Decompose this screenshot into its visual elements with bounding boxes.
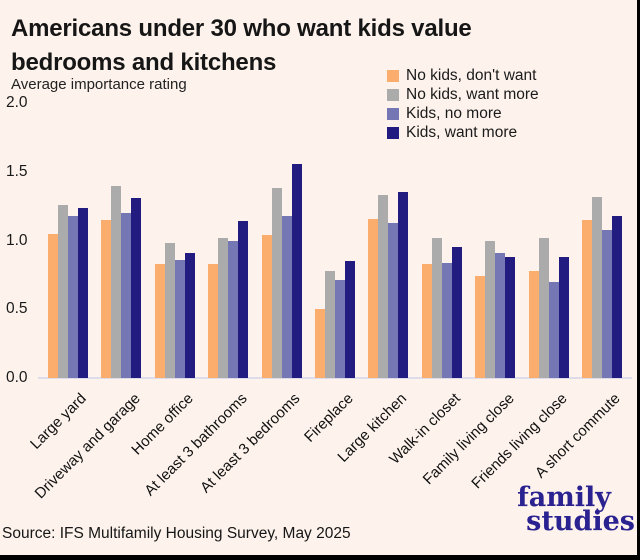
bar <box>164 243 175 379</box>
bar <box>421 263 432 378</box>
bar <box>345 261 355 378</box>
bar <box>558 257 569 378</box>
bar <box>131 197 142 378</box>
legend-item: No kids, want more <box>387 86 539 103</box>
bar <box>121 213 132 378</box>
x-axis-category-label: At least 3 bathrooms <box>140 390 251 500</box>
legend-item: Kids, want more <box>387 124 539 141</box>
x-axis-line <box>38 377 632 379</box>
bar <box>528 270 539 379</box>
y-axis-tick-label: 1.0 <box>6 231 28 249</box>
legend-swatch-icon <box>387 89 399 101</box>
bar <box>335 280 345 378</box>
bar <box>291 163 302 378</box>
bar <box>111 185 122 378</box>
bar <box>368 218 379 378</box>
bar <box>208 263 219 378</box>
bar <box>475 276 486 379</box>
y-axis-title: Average importance rating <box>11 76 187 93</box>
bar <box>582 219 592 378</box>
bar <box>315 309 325 379</box>
bar <box>78 207 88 378</box>
y-axis-tick-label: 0.0 <box>6 369 28 386</box>
bar <box>101 219 112 378</box>
bar <box>228 240 239 378</box>
bar <box>218 237 229 379</box>
bar <box>58 204 68 379</box>
bar <box>538 237 549 379</box>
logo-line2: studies <box>526 506 635 537</box>
chart-title-line2: bedrooms and kitchens <box>11 49 277 76</box>
logo-line1: family <box>517 482 611 513</box>
bar <box>154 263 165 378</box>
bar <box>378 195 389 378</box>
legend-label: No kids, don't want <box>406 67 537 84</box>
bar <box>388 222 399 378</box>
bar <box>431 237 442 379</box>
legend-swatch-icon <box>387 108 399 120</box>
screenshot-right-edge <box>637 0 640 560</box>
chart-title-line1: Americans under 30 who want kids value <box>11 15 472 42</box>
screenshot-bottom-edge <box>0 555 640 560</box>
legend: No kids, don't want No kids, want more K… <box>387 67 539 144</box>
source-note: Source: IFS Multifamily Housing Survey, … <box>2 525 351 542</box>
bar <box>505 257 516 378</box>
y-axis-tick-label: 1.5 <box>6 162 28 180</box>
bar <box>68 215 78 379</box>
bar <box>325 270 335 379</box>
x-axis-category-label: At least 3 bedrooms <box>197 390 304 497</box>
bar <box>261 235 272 378</box>
x-axis-category-label: Family living close <box>419 390 518 489</box>
y-axis-tick-label: 2.0 <box>6 94 28 111</box>
bar <box>184 252 195 378</box>
bar <box>485 240 496 378</box>
x-axis-category-label: Driveway and garage <box>31 390 144 503</box>
chart-title: Americans under 30 who want kids value b… <box>11 12 472 80</box>
legend-swatch-icon <box>387 70 399 82</box>
legend-label: Kids, want more <box>406 124 518 141</box>
bar <box>495 252 506 378</box>
bar <box>548 281 559 379</box>
family-studies-logo: family studies <box>517 482 635 537</box>
x-axis-category-label: Fireplace <box>301 390 358 446</box>
bar <box>612 215 622 379</box>
bar <box>48 233 58 378</box>
bar <box>174 259 185 379</box>
legend-item: Kids, no more <box>387 105 539 122</box>
legend-label: Kids, no more <box>406 105 502 122</box>
bar <box>592 196 602 378</box>
legend-label: No kids, want more <box>406 86 539 103</box>
legend-swatch-icon <box>387 127 399 139</box>
bar <box>281 215 292 379</box>
bar <box>451 247 462 378</box>
bar <box>398 192 409 378</box>
bar <box>602 229 612 378</box>
bar <box>441 262 452 378</box>
y-axis-tick-label: 0.5 <box>6 300 28 318</box>
legend-item: No kids, don't want <box>387 67 539 84</box>
x-axis-category-label: Friends living close <box>468 390 571 493</box>
bar <box>271 188 282 378</box>
bar <box>238 221 249 379</box>
